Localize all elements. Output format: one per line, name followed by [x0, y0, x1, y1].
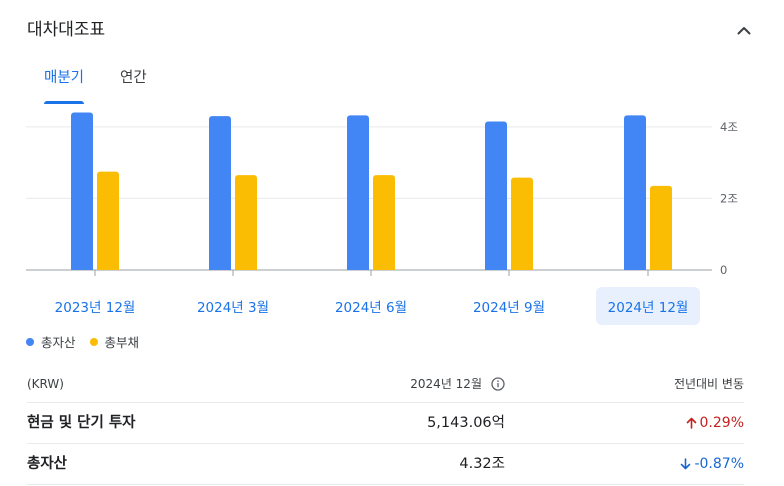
collapse-button[interactable] — [731, 17, 757, 43]
legend-swatch-total-liabilities — [89, 337, 98, 346]
legend-item-total-assets: 총자산 — [26, 332, 76, 351]
period-header: 2024년 12월 — [410, 366, 505, 402]
bar-total-liabilities — [235, 175, 257, 270]
table-header-row: (KRW) 2024년 12월 전년대비 변동 — [27, 366, 744, 403]
financials-table: (KRW) 2024년 12월 전년대비 변동 현금 및 단기 투자 5,143… — [27, 366, 744, 485]
bar-total-assets — [347, 115, 369, 271]
arrow-up-icon — [686, 417, 696, 429]
section-header: 대차대조표 — [27, 17, 757, 45]
bar-total-liabilities — [511, 177, 533, 270]
row-change: -0.87% — [680, 444, 744, 484]
y-tick-label: 4조 — [720, 120, 738, 134]
row-value: 4.32조 — [459, 456, 505, 472]
bar-base-total-liabilities — [650, 267, 672, 270]
currency-unit: (KRW) — [27, 377, 64, 391]
period-button[interactable]: 2024년 12월 — [596, 287, 700, 325]
table-row: 현금 및 단기 투자 5,143.06억 0.29% — [27, 403, 744, 444]
bar-base-total-assets — [347, 267, 369, 270]
info-icon[interactable] — [491, 377, 505, 391]
bar-base-total-assets — [209, 267, 231, 270]
y-tick-label: 2조 — [720, 191, 738, 205]
bar-base-total-liabilities — [373, 267, 395, 270]
arrow-down-icon — [681, 458, 691, 470]
balance-sheet-chart: 0 2조 4조 — [26, 112, 738, 277]
bar-total-liabilities — [97, 171, 119, 270]
chart-legend: 총자산 총부채 — [26, 332, 139, 351]
legend-swatch-total-assets — [26, 337, 34, 346]
bar-total-assets — [209, 116, 231, 271]
period-button[interactable]: 2024년 6월 — [319, 287, 423, 325]
section-title: 대차대조표 — [27, 20, 106, 40]
row-change: 0.29% — [686, 403, 744, 443]
bar-base-total-assets — [485, 267, 507, 270]
row-change-value: 0.29% — [699, 415, 744, 431]
row-label: 총자산 — [27, 456, 68, 472]
legend-label: 총자산 — [41, 335, 76, 350]
bar-base-total-assets — [71, 267, 93, 270]
bar-base-total-liabilities — [235, 267, 257, 270]
period-button[interactable]: 2024년 9월 — [457, 287, 561, 325]
legend-item-total-liabilities: 총부채 — [89, 332, 140, 351]
bar-total-liabilities — [650, 185, 672, 270]
period-button[interactable]: 2023년 12월 — [43, 287, 147, 325]
bar-total-assets — [485, 121, 507, 270]
row-value: 5,143.06억 — [427, 415, 505, 431]
table-row: 총자산 4.32조 -0.87% — [27, 444, 744, 485]
period-tabs: 매분기 연간 — [44, 66, 147, 104]
tab-quarterly[interactable]: 매분기 — [44, 66, 85, 104]
bar-base-total-liabilities — [97, 267, 119, 270]
bar-base-total-assets — [624, 267, 646, 270]
bar-total-liabilities — [373, 175, 395, 270]
bar-total-assets — [624, 115, 646, 271]
period-button[interactable]: 2024년 3월 — [181, 287, 285, 325]
y-tick-label: 0 — [720, 263, 727, 277]
row-label: 현금 및 단기 투자 — [27, 415, 136, 431]
period-header-label: 2024년 12월 — [410, 377, 482, 391]
change-header: 전년대비 변동 — [673, 377, 744, 391]
bar-base-total-liabilities — [511, 267, 533, 270]
row-change-value: -0.87% — [694, 456, 744, 472]
bar-total-assets — [71, 112, 93, 271]
legend-label: 총부채 — [104, 335, 140, 350]
chevron-up-icon — [737, 26, 751, 34]
tab-annual[interactable]: 연간 — [120, 70, 147, 86]
